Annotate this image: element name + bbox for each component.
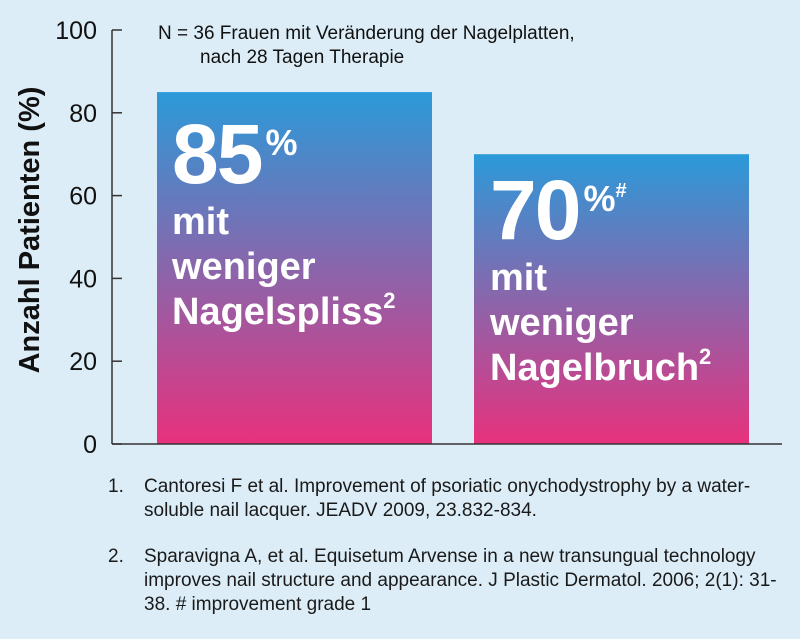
reference-item: 2. Sparavigna A, et al. Equisetum Arvens… (108, 545, 788, 617)
bar-text-line2: weniger (172, 246, 316, 288)
bar-text-line1: mit (172, 201, 229, 243)
reference-item: 1. Cantoresi F et al. Improvement of pso… (108, 475, 788, 523)
y-axis-label: Anzahl Patienten (%) (14, 86, 46, 374)
bar-chart: 0 20 40 60 80 100 (55, 17, 782, 459)
bar-text-line3: Nagelspliss (172, 291, 384, 333)
footnote-ref: 2 (383, 288, 396, 313)
sample-note-line2: nach 28 Tagen Therapie (200, 47, 405, 68)
reference-text: Sparavigna A, et al. Equisetum Arvense i… (144, 546, 777, 615)
y-tick-label: 100 (55, 17, 97, 45)
reference-text: Cantoresi F et al. Improvement of psoria… (144, 476, 751, 521)
bar-2 (474, 154, 749, 444)
y-tick-label: 0 (83, 431, 97, 459)
bar-value-label: 70 (490, 163, 581, 257)
references: 1. Cantoresi F et al. Improvement of pso… (108, 475, 788, 639)
y-tick-label: 20 (69, 348, 97, 376)
marker: # (615, 180, 627, 202)
y-tick-label: 80 (69, 100, 97, 128)
bar-1 (157, 92, 432, 444)
percent-unit: % (265, 122, 298, 163)
reference-number: 1. (108, 476, 124, 497)
bar-text-line3: Nagelbruch (490, 347, 700, 389)
bar-label-nagelbruch: 70 %# mit weniger Nagelbruch2 (490, 168, 711, 391)
footnote-ref: 2 (699, 344, 712, 369)
sample-note: N = 36 Frauen mit Veränderung der Nagelp… (158, 22, 575, 70)
y-tick-label: 40 (69, 265, 97, 293)
reference-number: 2. (108, 546, 124, 567)
sample-note-line1: N = 36 Frauen mit Veränderung der Nagelp… (158, 23, 575, 44)
bar-label-nagelspliss: 85% mit weniger Nagelspliss2 (172, 112, 395, 335)
percent-unit: % (583, 178, 616, 219)
bar-text-line1: mit (490, 257, 547, 299)
bar-value-label: 85 (172, 107, 263, 201)
bar-text-line2: weniger (490, 302, 634, 344)
y-tick-label: 60 (69, 183, 97, 211)
